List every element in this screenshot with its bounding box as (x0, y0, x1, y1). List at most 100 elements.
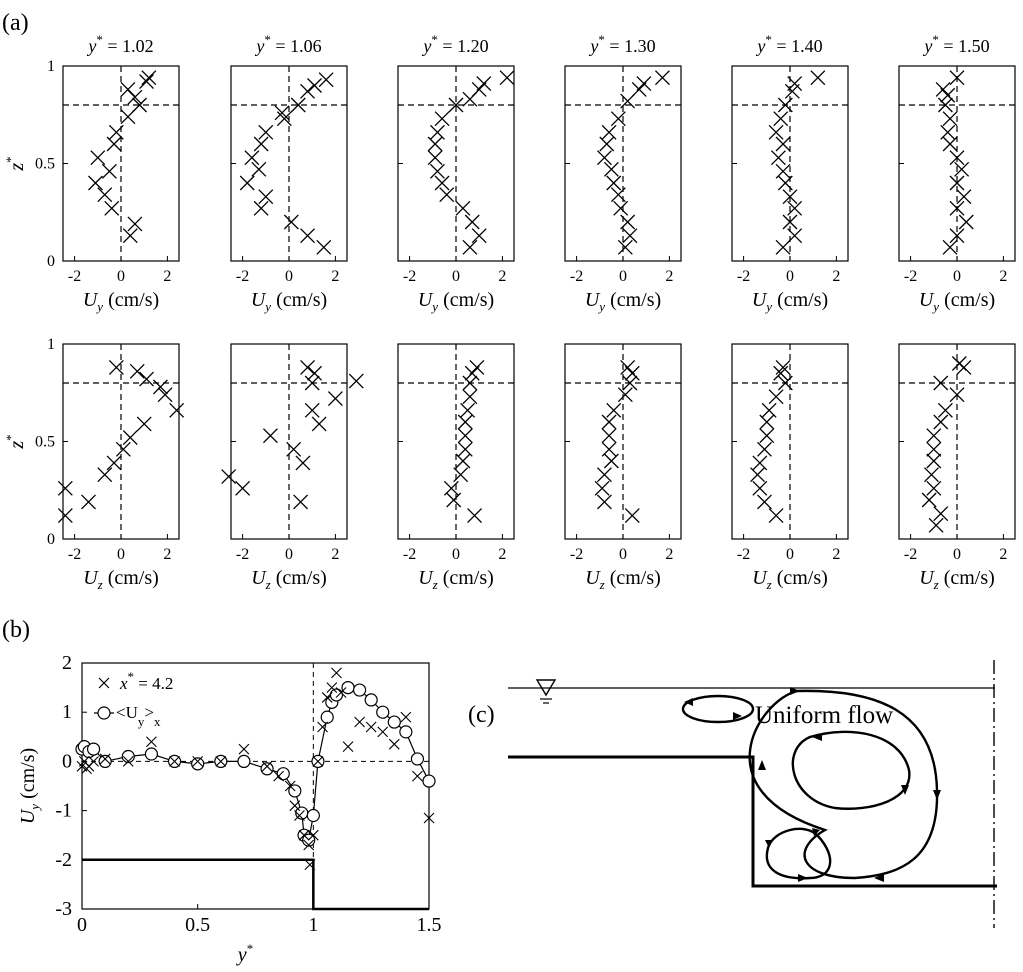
uniform-flow-label: Uniform flow (755, 702, 893, 729)
data-point (317, 721, 328, 733)
mean-data-point (86, 742, 101, 756)
data-point (940, 87, 956, 103)
data-point (949, 228, 965, 244)
data-point (455, 200, 471, 216)
data-point (294, 810, 305, 821)
x-tick-label: 2 (999, 268, 1007, 285)
data-point (761, 402, 777, 418)
data-point (57, 480, 73, 496)
mean-data-point (353, 683, 367, 697)
data-point (935, 81, 951, 97)
data-point (457, 441, 473, 457)
data-point (773, 111, 789, 127)
data-point (286, 441, 302, 457)
data-point (782, 189, 798, 205)
data-point (300, 83, 316, 99)
data-point (954, 161, 970, 177)
data-point (775, 163, 791, 179)
y-tick-label: 1 (62, 701, 72, 723)
x-tick-label: 2 (832, 546, 840, 563)
data-point (273, 770, 285, 782)
x-tick-label: 2 (331, 546, 339, 563)
panel-c-diagram: Uniform flow (508, 660, 997, 928)
data-point (601, 414, 617, 430)
data-point (620, 93, 636, 109)
y-tick-label: 1 (47, 336, 55, 353)
data-point (307, 829, 319, 841)
data-point (321, 692, 333, 703)
data-point (276, 111, 292, 127)
data-point (377, 726, 389, 738)
x-tick-label: 2 (999, 546, 1007, 563)
data-point (775, 136, 791, 152)
data-point (221, 469, 237, 485)
x-tick-label: 0 (786, 268, 794, 285)
data-point (622, 228, 638, 244)
data-point (169, 756, 180, 767)
subplot-title: y* = 1.30 (588, 32, 655, 56)
data-point (782, 214, 798, 230)
data-point (311, 416, 327, 432)
data-point (152, 379, 168, 395)
x-tick-label: 2 (498, 546, 506, 563)
x-tick-label: 0 (953, 268, 961, 285)
data-point (787, 200, 803, 216)
data-point (453, 467, 469, 483)
subplot-a-Uz-5: -2 0 2Uz (cm/s) (731, 343, 849, 592)
mean-data-point (320, 710, 334, 724)
data-point (304, 859, 316, 871)
mean-data-point (98, 754, 112, 769)
data-point (457, 428, 473, 444)
mean-data-point (144, 747, 158, 761)
x-tick-label: 2 (665, 546, 673, 563)
data-point (937, 97, 953, 113)
data-point (446, 492, 462, 508)
data-point (326, 682, 338, 693)
subplot-a-Uy-5: -2 0 2Uy (cm/s) y* = 1.40 (731, 32, 849, 314)
subplot-a-Uy-6: -2 0 2Uy (cm/s) y* = 1.50 (898, 32, 1016, 314)
data-point (757, 441, 772, 457)
flow-arrows (684, 687, 941, 882)
x-tick-label: 0 (619, 546, 627, 563)
data-point (942, 136, 958, 152)
data-point (295, 455, 311, 471)
data-point (617, 239, 633, 255)
data-point (617, 387, 633, 403)
water-level-icon (535, 679, 557, 704)
x-axis-label: Uz (cm/s) (919, 567, 995, 592)
data-point (304, 375, 320, 391)
x-tick-label: 0 (452, 268, 460, 285)
data-point (594, 480, 610, 496)
y-axis-label: Uy (cm/s) (17, 748, 42, 824)
data-point (434, 175, 450, 191)
y-tick-label: -2 (55, 849, 72, 871)
data-point (596, 494, 612, 510)
data-point (933, 375, 949, 391)
data-point (122, 430, 138, 446)
data-point (457, 414, 473, 430)
panel-label-a: (a) (2, 10, 29, 36)
x-tick-label: -2 (570, 268, 583, 285)
panel-b: 0 0.5 1 1.5 -3 -2 -1 0 1 2 Uy (cm/s) y* x* = 4.2 <Uy>… (17, 652, 442, 966)
data-point (115, 441, 131, 457)
data-point (253, 136, 269, 152)
data-point (613, 200, 629, 216)
data-point (439, 187, 455, 203)
x-axis-label: Uy (cm/s) (585, 289, 661, 314)
mean-data-point (260, 762, 274, 776)
data-point (937, 402, 953, 418)
x-tick-label: 1 (308, 914, 318, 936)
data-point (120, 109, 136, 125)
data-point (427, 150, 443, 166)
data-point (97, 467, 113, 483)
data-point (303, 839, 315, 851)
data-point (933, 414, 949, 430)
data-point (620, 359, 636, 375)
data-point (327, 391, 343, 407)
data-point (169, 402, 185, 418)
data-point (448, 97, 464, 113)
data-point (293, 494, 309, 510)
x-tick-label: 0 (285, 268, 293, 285)
data-point (57, 508, 73, 524)
x-tick-label: -2 (904, 546, 917, 563)
